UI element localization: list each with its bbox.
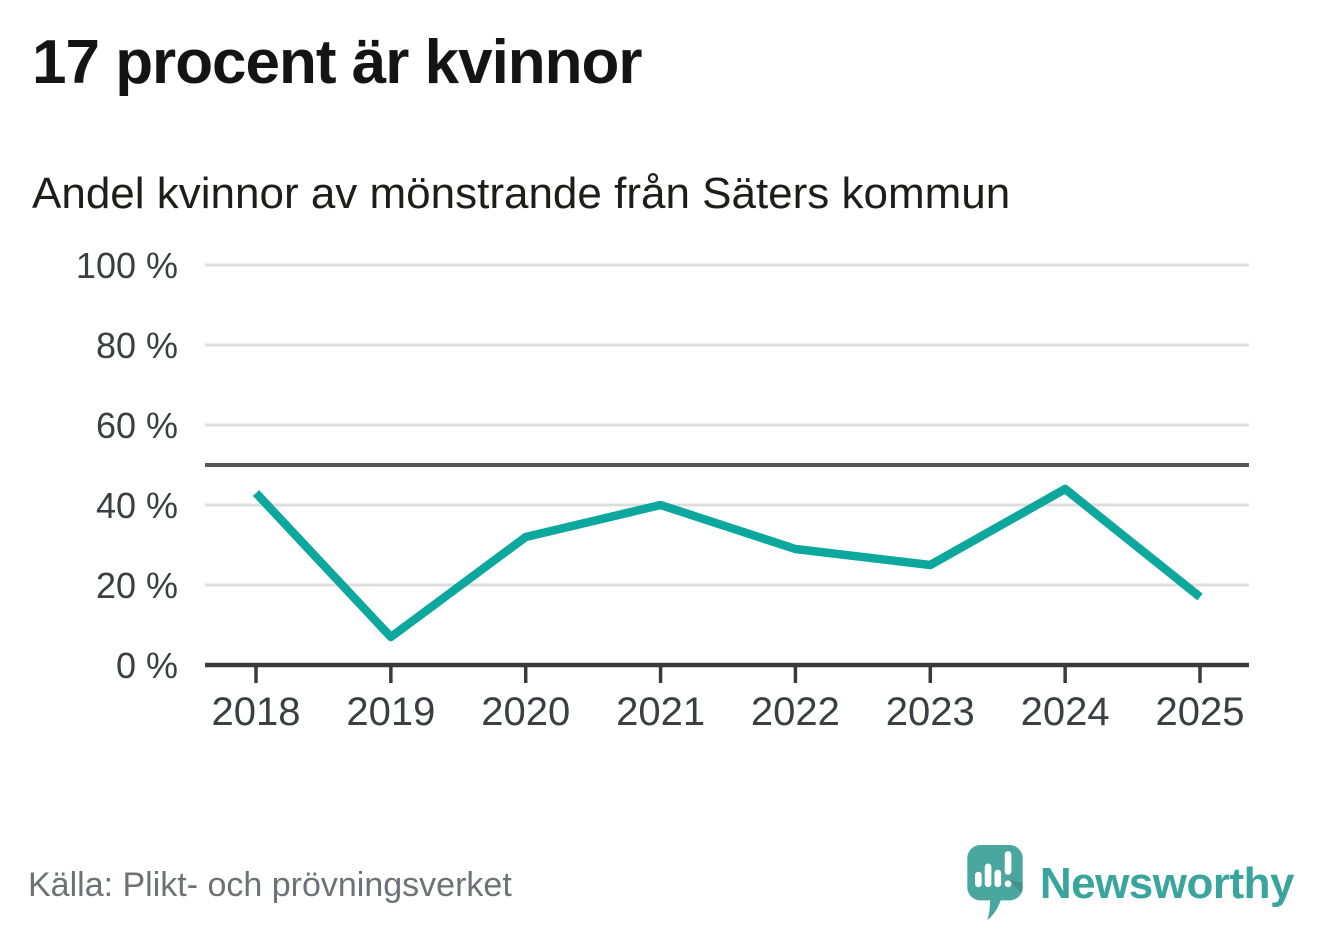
x-tick-label: 2024	[1021, 690, 1110, 734]
y-tick-label: 0 %	[116, 645, 178, 686]
y-tick-label: 100 %	[76, 245, 178, 286]
y-tick-label: 80 %	[96, 325, 178, 366]
newsworthy-brand: Newsworthy	[966, 844, 1295, 924]
x-axis-ticks	[254, 667, 1202, 683]
y-tick-label: 40 %	[96, 485, 178, 526]
y-tick-label: 20 %	[96, 565, 178, 606]
x-tick-label: 2019	[346, 690, 435, 734]
logo-exclamation-dot	[1004, 880, 1012, 888]
x-tick-label: 2021	[616, 690, 705, 734]
data-series-line	[252, 484, 1203, 642]
x-tick-label: 2018	[212, 690, 301, 734]
chart-subtitle: Andel kvinnor av mönstrande från Säters …	[32, 169, 1011, 218]
brand-name: Newsworthy	[1039, 859, 1295, 908]
x-tick-label: 2020	[481, 690, 570, 734]
source-note: Källa: Plikt- och prövningsverket	[28, 866, 512, 904]
newsworthy-logo-icon	[967, 845, 1023, 920]
logo-bar-3	[994, 869, 1001, 888]
y-axis-labels: 0 % 20 % 40 % 60 % 80 % 100 %	[76, 245, 178, 686]
logo-shade	[1007, 878, 1023, 895]
y-tick-label: 60 %	[96, 405, 178, 446]
logo-exclamation-bar	[1004, 851, 1012, 875]
logo-bar-1	[974, 871, 982, 888]
gridlines	[205, 263, 1249, 587]
x-axis-labels: 2018 2019 2020 2021 2022 2023 2024 2025	[212, 690, 1245, 734]
headline: 17 procent är kvinnor	[32, 28, 643, 97]
logo-bar-2	[984, 863, 992, 888]
x-tick-label: 2023	[886, 690, 975, 734]
x-tick-label: 2025	[1156, 690, 1245, 734]
x-tick-label: 2022	[751, 690, 840, 734]
